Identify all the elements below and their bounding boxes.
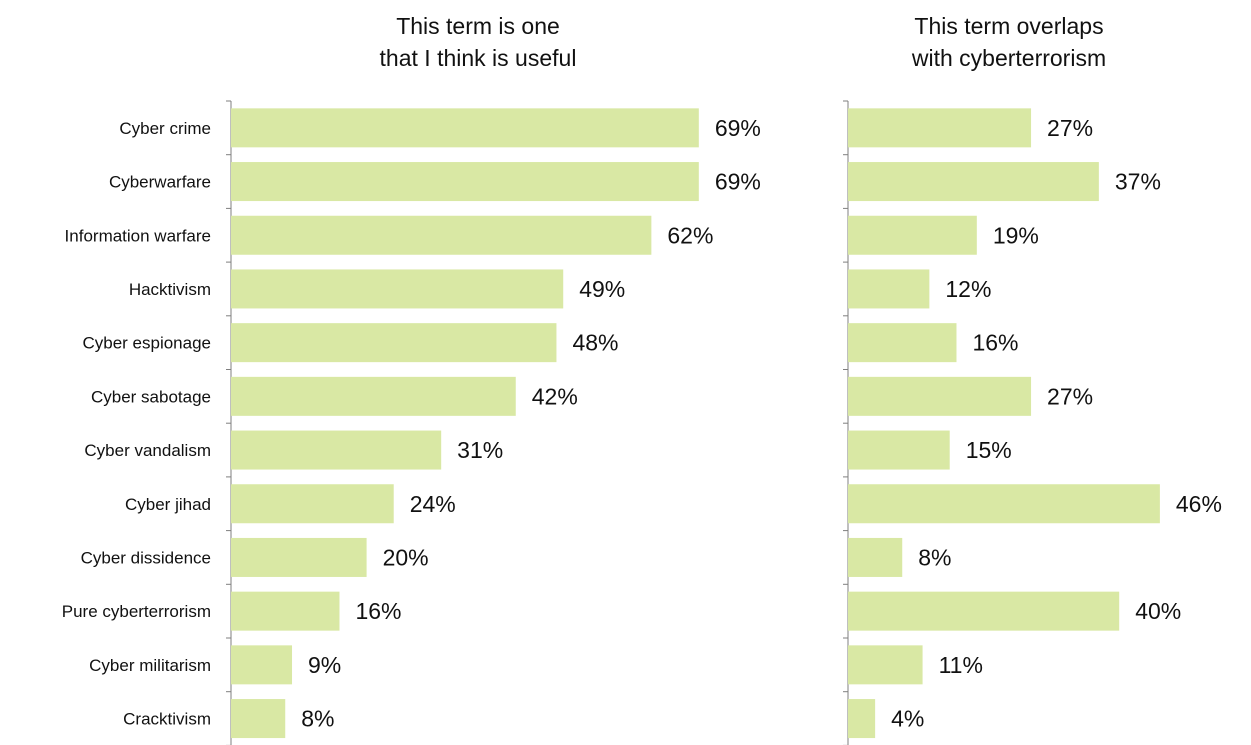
right-bar	[848, 215, 977, 255]
left-bar	[231, 537, 367, 577]
category-label: Cyber crime	[119, 119, 211, 138]
panel-left: This term is one that I think is useful …	[62, 13, 761, 745]
right-value-label: 27%	[1047, 115, 1093, 141]
left-value-labels: 69% 69% 62% 49% 48% 42% 31% 24% 20% 16% 9% 8%	[301, 115, 761, 732]
right-bar	[848, 162, 1099, 202]
right-value-label: 37%	[1115, 169, 1161, 195]
right-bars	[848, 108, 1160, 739]
right-value-label: 4%	[891, 706, 924, 732]
category-label: Cyberwarfare	[109, 173, 211, 192]
left-bar	[231, 430, 442, 470]
right-value-labels: 27% 37% 19% 12% 16% 27% 15% 46% 8% 40% 11% 4%	[891, 115, 1222, 732]
right-value-label: 19%	[993, 222, 1039, 248]
left-bar	[231, 699, 286, 739]
right-value-label: 27%	[1047, 383, 1093, 409]
left-value-label: 62%	[667, 222, 713, 248]
left-bar	[231, 269, 564, 309]
right-bar	[848, 537, 903, 577]
left-bar	[231, 323, 557, 363]
left-value-label: 24%	[410, 491, 456, 517]
right-value-label: 15%	[966, 437, 1012, 463]
left-value-label: 48%	[572, 330, 618, 356]
right-value-label: 40%	[1135, 598, 1181, 624]
right-bar	[848, 269, 930, 309]
left-title-line-2: that I think is useful	[380, 45, 577, 71]
right-value-label: 11%	[939, 652, 983, 678]
left-bar	[231, 376, 516, 416]
right-bar	[848, 108, 1032, 148]
left-value-label: 49%	[579, 276, 625, 302]
right-title-line-2: with cyberterrorism	[911, 45, 1106, 71]
category-label: Cyber dissidence	[81, 548, 211, 567]
category-label: Hacktivism	[129, 280, 211, 299]
right-value-label: 12%	[945, 276, 991, 302]
right-value-label: 16%	[972, 330, 1018, 356]
category-label: Cyber sabotage	[91, 387, 211, 406]
category-label: Information warfare	[65, 226, 211, 245]
right-bar	[848, 376, 1032, 416]
left-bar	[231, 215, 652, 255]
right-axis	[843, 100, 849, 745]
right-bar	[848, 430, 950, 470]
left-axis	[226, 100, 232, 745]
left-bar	[231, 484, 394, 524]
right-value-label: 8%	[918, 544, 951, 570]
left-value-label: 69%	[715, 115, 761, 141]
category-label: Cyber vandalism	[84, 441, 211, 460]
category-label: Pure cyberterrorism	[62, 602, 211, 621]
right-bar	[848, 699, 876, 739]
left-value-label: 42%	[532, 383, 578, 409]
left-bar	[231, 645, 293, 685]
right-bar	[848, 484, 1160, 524]
panel-right: This term overlaps with cyberterrorism 2…	[843, 13, 1222, 745]
left-value-label: 16%	[355, 598, 401, 624]
left-value-label: 69%	[715, 169, 761, 195]
category-label: Cyber espionage	[82, 334, 211, 353]
right-bar	[848, 591, 1120, 631]
category-label: Cracktivism	[123, 710, 211, 729]
category-label: Cyber jihad	[125, 495, 211, 514]
left-bar	[231, 591, 340, 631]
right-title-line-1: This term overlaps	[914, 13, 1103, 39]
left-category-labels: Cyber crime Cyberwarfare Information warfa…	[62, 119, 211, 729]
left-value-label: 31%	[457, 437, 503, 463]
left-value-label: 20%	[383, 544, 429, 570]
left-bar	[231, 162, 699, 202]
left-bar	[231, 108, 699, 148]
right-value-label: 46%	[1176, 491, 1222, 517]
left-bars	[231, 108, 699, 739]
left-value-label: 9%	[308, 652, 341, 678]
category-label: Cyber militarism	[89, 656, 211, 675]
left-value-label: 8%	[301, 706, 334, 732]
right-bar	[848, 323, 957, 363]
left-title-line-1: This term is one	[396, 13, 560, 39]
right-bar	[848, 645, 923, 685]
